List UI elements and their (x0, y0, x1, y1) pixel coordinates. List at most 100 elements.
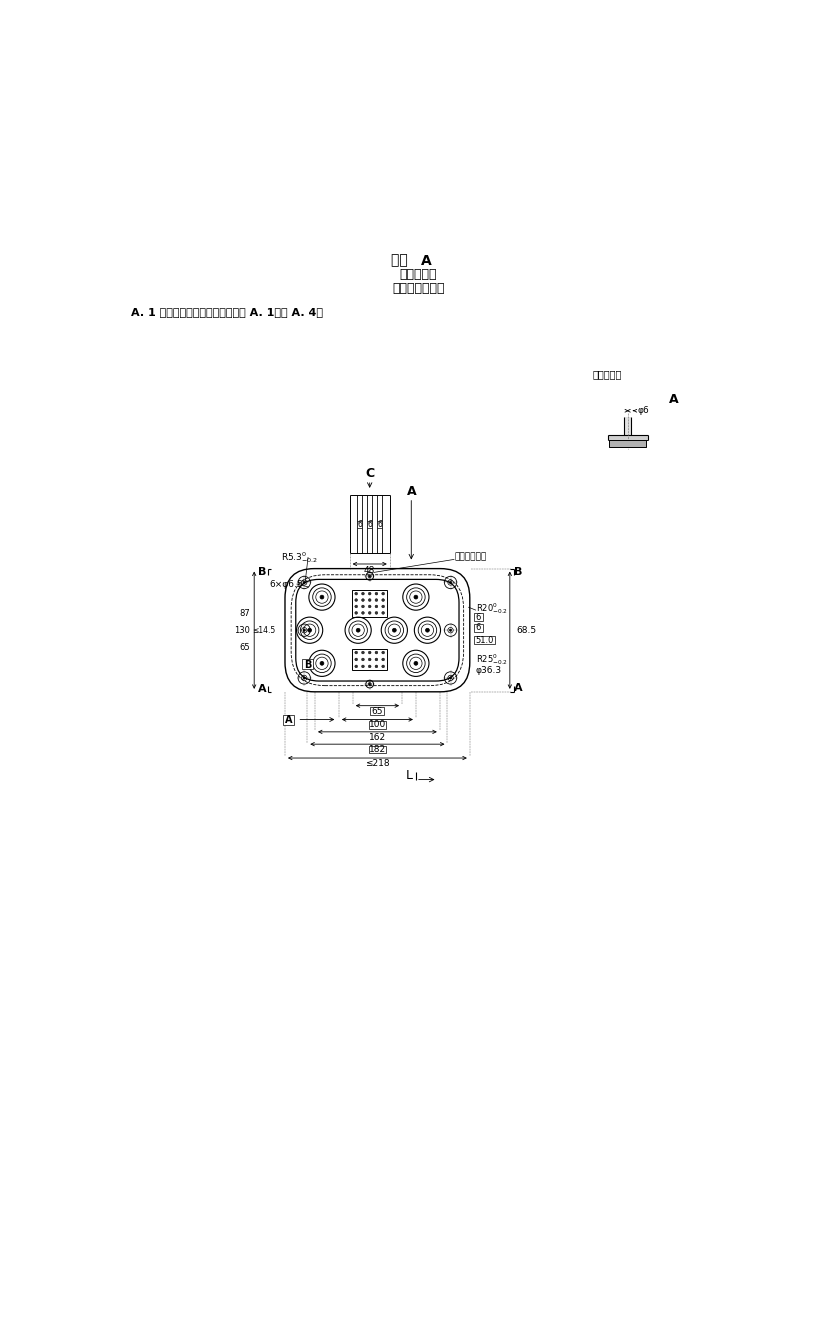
Text: 182: 182 (369, 745, 386, 754)
Bar (370, 707, 384, 715)
Text: 6: 6 (476, 613, 481, 622)
Text: （规范性）: （规范性） (400, 267, 437, 281)
Circle shape (375, 598, 378, 601)
Circle shape (375, 659, 378, 661)
Circle shape (382, 612, 384, 614)
Text: 单位为毫米: 单位为毫米 (593, 368, 623, 379)
Text: 68.5: 68.5 (516, 626, 536, 634)
Bar (623, 417, 632, 435)
Text: B: B (258, 567, 267, 577)
Bar (473, 613, 483, 621)
Circle shape (368, 598, 371, 601)
Circle shape (414, 595, 418, 599)
Circle shape (375, 605, 378, 607)
Bar (369, 746, 386, 754)
Bar (357, 521, 362, 528)
Text: 87: 87 (240, 609, 251, 618)
Circle shape (361, 659, 364, 661)
Circle shape (355, 665, 357, 668)
Text: 130: 130 (234, 626, 251, 634)
Bar (369, 722, 386, 728)
Bar (610, 439, 646, 448)
Circle shape (414, 661, 418, 665)
Text: 换电连接器尺寸: 换电连接器尺寸 (392, 282, 445, 294)
Text: 6: 6 (377, 520, 382, 528)
Bar (302, 660, 313, 669)
Circle shape (382, 659, 384, 661)
Text: A: A (285, 715, 293, 724)
Text: A. 1 换电连接器插座结构尺寸见图 A. 1～图 A. 4。: A. 1 换电连接器插座结构尺寸见图 A. 1～图 A. 4。 (131, 308, 323, 317)
Text: B: B (304, 660, 311, 669)
Circle shape (357, 628, 360, 632)
Text: 6: 6 (476, 624, 481, 633)
Circle shape (450, 582, 452, 583)
Circle shape (450, 677, 452, 679)
Circle shape (361, 598, 364, 601)
Text: B: B (514, 567, 522, 578)
Bar (377, 521, 383, 528)
Text: A: A (420, 254, 432, 267)
Circle shape (368, 650, 371, 655)
Text: 162: 162 (369, 732, 386, 742)
Text: 100: 100 (369, 720, 386, 730)
Circle shape (392, 628, 397, 632)
Circle shape (369, 683, 370, 685)
Text: A: A (406, 485, 416, 499)
Circle shape (355, 605, 357, 607)
Circle shape (320, 661, 324, 665)
Circle shape (355, 659, 357, 661)
Circle shape (368, 612, 371, 614)
Text: 48: 48 (364, 566, 375, 575)
Text: A: A (514, 683, 522, 694)
Bar (608, 435, 648, 439)
Bar (283, 715, 295, 724)
Circle shape (361, 612, 364, 614)
Circle shape (361, 593, 364, 595)
Text: 6: 6 (357, 520, 362, 528)
Text: 65: 65 (371, 707, 384, 715)
Circle shape (368, 659, 371, 661)
Text: 51.0: 51.0 (475, 636, 494, 645)
Circle shape (355, 598, 357, 601)
Circle shape (375, 612, 378, 614)
Text: 6: 6 (367, 520, 372, 528)
Circle shape (361, 605, 364, 607)
Circle shape (382, 598, 384, 601)
Text: 6×φ6.5: 6×φ6.5 (269, 579, 304, 589)
Text: ≤14.5: ≤14.5 (252, 626, 275, 634)
Circle shape (361, 665, 364, 668)
Text: R25$^0_{-0.2}$: R25$^0_{-0.2}$ (476, 652, 508, 667)
Circle shape (355, 650, 357, 655)
Text: L: L (406, 769, 413, 782)
Circle shape (382, 665, 384, 668)
Circle shape (303, 677, 305, 679)
Circle shape (320, 595, 324, 599)
Text: φ36.3: φ36.3 (476, 665, 502, 675)
Bar (367, 521, 372, 528)
Circle shape (369, 575, 370, 577)
Bar (353, 649, 387, 671)
Text: A: A (669, 394, 679, 406)
Circle shape (425, 628, 429, 632)
Circle shape (308, 628, 312, 632)
Circle shape (355, 593, 357, 595)
Text: 背面防错凸点: 背面防错凸点 (455, 552, 486, 562)
Circle shape (382, 593, 384, 595)
Text: A: A (258, 684, 267, 694)
Circle shape (368, 665, 371, 668)
Bar (473, 624, 483, 632)
Text: C: C (365, 468, 375, 480)
Text: 附录: 附录 (391, 254, 412, 267)
Text: ≤218: ≤218 (365, 759, 390, 767)
Circle shape (375, 665, 378, 668)
Circle shape (382, 605, 384, 607)
Circle shape (382, 650, 384, 655)
Circle shape (450, 629, 452, 632)
Circle shape (375, 593, 378, 595)
Circle shape (375, 650, 378, 655)
Text: R5.3$^0_{-0.2}$: R5.3$^0_{-0.2}$ (282, 550, 318, 564)
Circle shape (303, 582, 305, 583)
Circle shape (368, 593, 371, 595)
Bar (473, 636, 495, 644)
Text: φ6: φ6 (638, 406, 650, 415)
